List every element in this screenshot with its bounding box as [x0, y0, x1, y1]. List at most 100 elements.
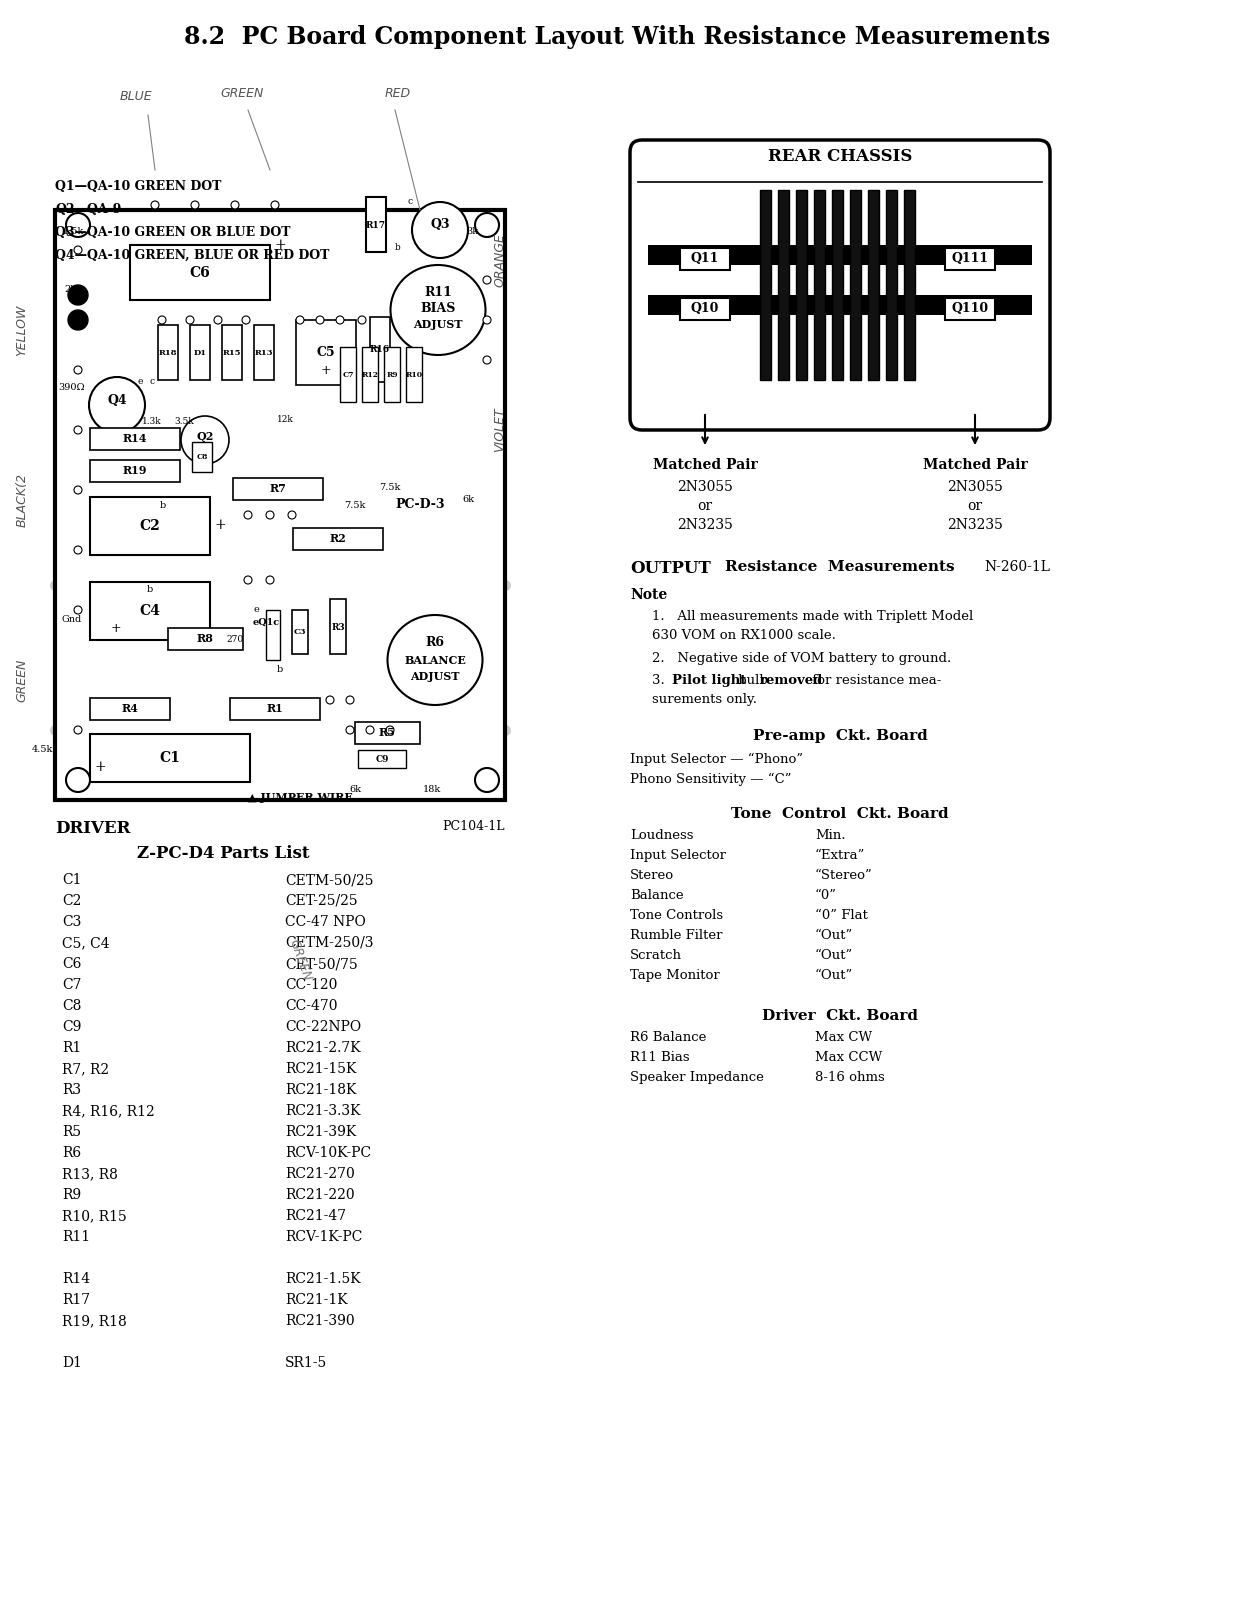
Text: Q3: Q3	[430, 219, 450, 232]
Text: R1: R1	[267, 704, 283, 715]
Text: RC21-270: RC21-270	[285, 1166, 354, 1181]
Circle shape	[296, 317, 304, 323]
Text: RC21-39K: RC21-39K	[285, 1125, 356, 1139]
Bar	[885, 190, 897, 379]
Text: PC-D-3: PC-D-3	[395, 499, 445, 512]
Text: CET-50/75: CET-50/75	[285, 957, 358, 971]
Text: R7: R7	[269, 483, 287, 494]
Bar	[814, 190, 825, 379]
Text: DRIVER: DRIVER	[56, 819, 131, 837]
Text: VIOLET: VIOLET	[494, 408, 506, 453]
Text: Loudness: Loudness	[630, 829, 694, 842]
Bar	[130, 245, 270, 301]
Text: +: +	[94, 760, 106, 774]
Text: R15: R15	[222, 349, 241, 357]
Circle shape	[270, 202, 279, 210]
Text: 7.5k: 7.5k	[345, 501, 366, 509]
Bar	[945, 298, 995, 320]
Text: C5, C4: C5, C4	[62, 936, 110, 950]
Circle shape	[191, 202, 199, 210]
Circle shape	[74, 426, 82, 434]
Text: C3: C3	[294, 627, 306, 635]
Text: R6: R6	[426, 637, 445, 650]
Text: R9: R9	[62, 1187, 82, 1202]
Text: 2N3055: 2N3055	[677, 480, 732, 494]
Circle shape	[266, 576, 274, 584]
Bar	[90, 582, 210, 640]
Text: CC-120: CC-120	[285, 978, 337, 992]
Text: SR1-5: SR1-5	[285, 1357, 327, 1370]
Circle shape	[412, 202, 468, 258]
Text: RCV-10K-PC: RCV-10K-PC	[285, 1146, 372, 1160]
Text: 1.5k: 1.5k	[62, 227, 84, 237]
Bar	[648, 245, 1032, 266]
Circle shape	[151, 202, 159, 210]
Circle shape	[483, 275, 492, 285]
Text: RC21-1K: RC21-1K	[285, 1293, 347, 1307]
Circle shape	[74, 486, 82, 494]
Bar	[56, 210, 505, 800]
Text: Q2: Q2	[196, 430, 214, 442]
Bar	[406, 347, 422, 402]
Text: Tape Monitor: Tape Monitor	[630, 970, 720, 982]
Bar	[648, 294, 1032, 315]
Text: N-260-1L: N-260-1L	[984, 560, 1050, 574]
Text: Z-PC-D4 Parts List: Z-PC-D4 Parts List	[137, 845, 309, 862]
Text: e: e	[253, 605, 259, 614]
Text: +: +	[274, 238, 285, 251]
Text: Balance: Balance	[630, 890, 684, 902]
Text: Scratch: Scratch	[630, 949, 682, 962]
Circle shape	[336, 317, 345, 323]
Text: Q111: Q111	[951, 253, 988, 266]
Text: RC21-18K: RC21-18K	[285, 1083, 357, 1098]
Circle shape	[74, 546, 82, 554]
Circle shape	[242, 317, 249, 323]
Circle shape	[186, 317, 194, 323]
Text: CC-470: CC-470	[285, 998, 337, 1013]
Text: 1.   All measurements made with Triplett Model: 1. All measurements made with Triplett M…	[652, 610, 973, 622]
Text: R3: R3	[62, 1083, 82, 1098]
Text: 3k: 3k	[466, 227, 478, 237]
Text: Q4: Q4	[107, 394, 127, 406]
Text: ADJUST: ADJUST	[410, 670, 459, 682]
Bar	[340, 347, 356, 402]
Text: e: e	[137, 378, 143, 387]
Circle shape	[346, 726, 354, 734]
Text: R5: R5	[379, 728, 395, 739]
Text: Q1—QA-10 GREEN DOT: Q1—QA-10 GREEN DOT	[56, 179, 221, 194]
Text: R10, R15: R10, R15	[62, 1210, 127, 1222]
Circle shape	[266, 510, 274, 518]
Text: RED: RED	[385, 86, 411, 99]
Bar	[354, 722, 420, 744]
Text: +: +	[111, 621, 121, 635]
Bar	[362, 347, 378, 402]
Text: b: b	[395, 243, 401, 253]
Text: “0” Flat: “0” Flat	[815, 909, 868, 922]
Bar	[293, 528, 383, 550]
Text: YELLOW: YELLOW	[16, 304, 28, 355]
Text: R9: R9	[387, 371, 398, 379]
Text: Q4—QA-10 GREEN, BLUE OR RED DOT: Q4—QA-10 GREEN, BLUE OR RED DOT	[56, 250, 330, 262]
Text: Tone  Control  Ckt. Board: Tone Control Ckt. Board	[731, 806, 948, 821]
Text: b: b	[277, 666, 283, 675]
Text: R6: R6	[62, 1146, 82, 1160]
Text: R1: R1	[62, 1042, 82, 1054]
Circle shape	[387, 726, 394, 734]
FancyBboxPatch shape	[630, 141, 1050, 430]
Circle shape	[89, 378, 144, 434]
Text: eQ1c: eQ1c	[253, 618, 280, 627]
Bar	[233, 478, 324, 499]
Text: Q11: Q11	[690, 253, 719, 266]
Bar	[832, 190, 844, 379]
Text: surements only.: surements only.	[652, 693, 757, 706]
Text: “Stereo”: “Stereo”	[815, 869, 873, 882]
Text: 2N3235: 2N3235	[947, 518, 1003, 531]
Text: R2: R2	[330, 533, 346, 544]
Text: GREEN: GREEN	[287, 938, 314, 982]
Text: +: +	[214, 518, 226, 531]
Circle shape	[475, 213, 499, 237]
Text: R13, R8: R13, R8	[62, 1166, 117, 1181]
Text: 7.5k: 7.5k	[379, 483, 400, 493]
Text: 4.5k: 4.5k	[31, 746, 53, 755]
Text: RC21-220: RC21-220	[285, 1187, 354, 1202]
